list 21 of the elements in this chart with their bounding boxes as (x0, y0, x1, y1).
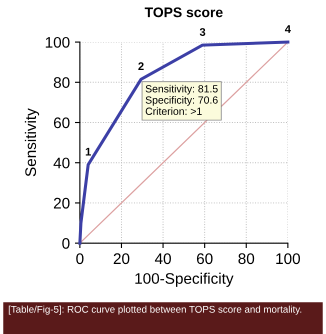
x-tick-label: 100 (276, 253, 300, 264)
x-tick-label: 0 (76, 253, 84, 264)
x-axis-title: 100-Specificity (135, 272, 234, 287)
y-axis-title: Sensitivity (24, 108, 40, 176)
y-tick-label: 60 (54, 117, 70, 128)
y-tick-label: 100 (46, 36, 70, 48)
x-tick-label: 60 (196, 253, 213, 264)
x-tick-label: 20 (114, 253, 130, 264)
chart-title: TOPS score (144, 7, 223, 18)
x-tick-label: 80 (238, 253, 254, 264)
y-tick-label: 80 (54, 77, 70, 88)
y-tick-label: 20 (54, 198, 70, 209)
text: [Table/Fig-5]: ROC curve plotted between TOPS score and mortality. (8, 306, 302, 315)
annotation: 4 (284, 25, 291, 33)
annotation: 2 (138, 62, 144, 70)
annotation: Sensitivity: 81.5 Specificity: 70.6 Criterion: >1 (146, 84, 218, 115)
x-tick-label: 40 (154, 253, 171, 264)
annotation: 1 (86, 148, 91, 156)
y-tick-label: 0 (62, 238, 70, 249)
annotation: 3 (200, 28, 206, 36)
y-tick-label: 40 (54, 158, 70, 168)
